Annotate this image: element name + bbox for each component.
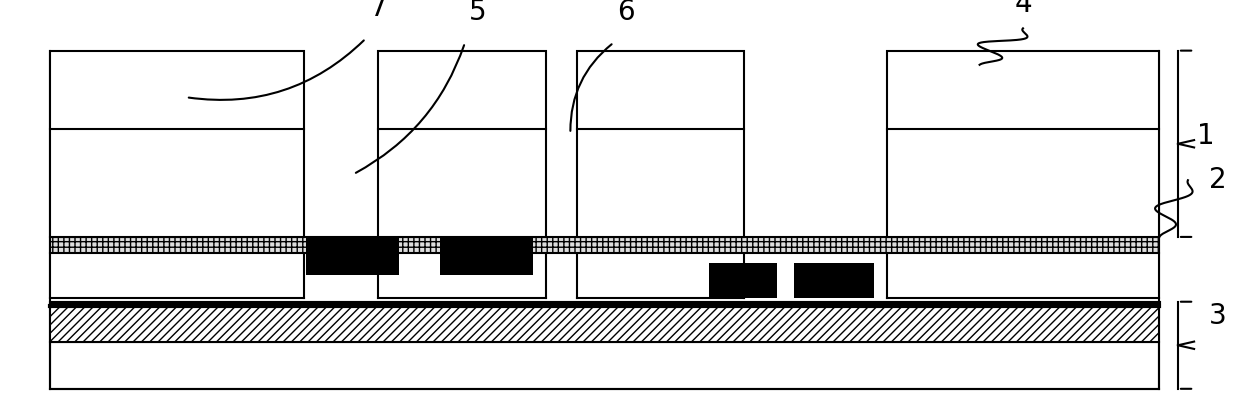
Bar xyxy=(378,51,546,237)
Text: 1: 1 xyxy=(1197,122,1214,150)
Bar xyxy=(794,263,874,298)
Bar xyxy=(577,51,744,237)
Text: 6: 6 xyxy=(618,0,635,26)
Bar xyxy=(50,342,1159,389)
Bar xyxy=(887,51,1159,237)
Text: 7: 7 xyxy=(370,0,387,22)
Bar xyxy=(50,237,1159,253)
Text: 4: 4 xyxy=(1014,0,1032,18)
Bar xyxy=(440,237,533,275)
Bar xyxy=(306,237,399,275)
Text: 2: 2 xyxy=(1209,166,1226,194)
Bar xyxy=(50,253,1159,298)
Bar xyxy=(50,306,1159,342)
Text: 3: 3 xyxy=(1209,302,1226,330)
Bar xyxy=(709,263,777,298)
Bar xyxy=(50,51,304,237)
Text: 5: 5 xyxy=(469,0,486,26)
